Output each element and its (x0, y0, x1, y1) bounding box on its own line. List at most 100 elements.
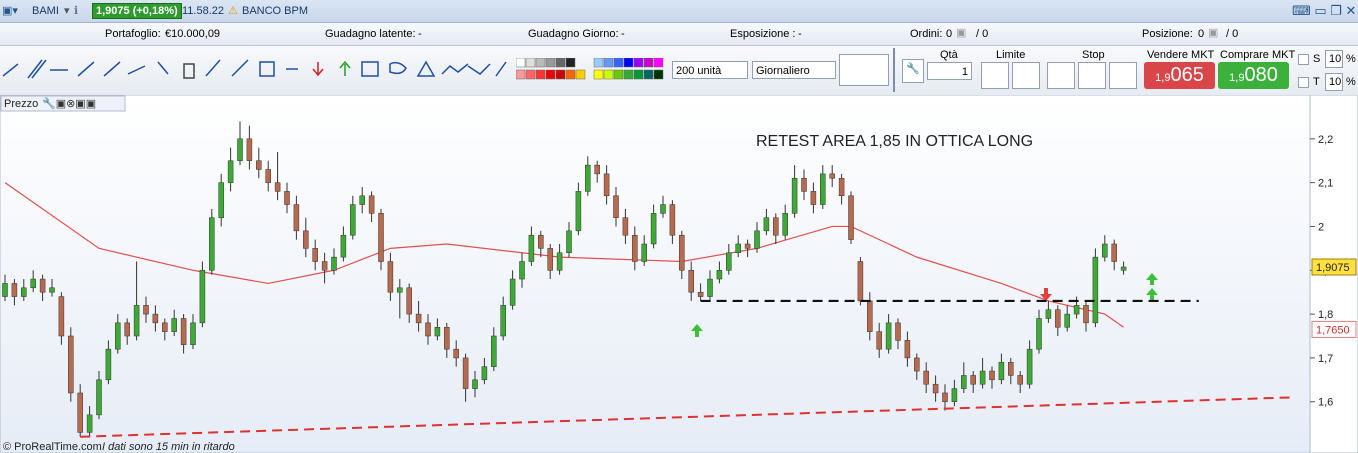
candle-body (303, 230, 309, 249)
orders-label: Ordini: (910, 28, 943, 40)
instrument-name: BANCO BPM (242, 5, 309, 17)
buy-button[interactable]: 1,9080 (1218, 62, 1289, 89)
candle-body (810, 191, 817, 205)
info-icon[interactable]: ℹ (74, 5, 79, 17)
candle-body (885, 322, 892, 350)
candle-body (763, 217, 770, 232)
candle-body (1036, 318, 1042, 350)
candle-body (133, 305, 140, 337)
candle-body (585, 164, 591, 192)
annotation: RETEST AREA 1,85 IN OTTICA LONG (756, 133, 1033, 150)
candle-body (331, 256, 337, 271)
candle-body (115, 322, 121, 350)
candle-body (218, 182, 224, 218)
candle-body (735, 243, 741, 253)
candle-body (970, 375, 976, 385)
exposure-value: - (798, 28, 802, 40)
candle-body (359, 195, 365, 205)
t-checkbox[interactable] (1298, 77, 1309, 88)
exposure-label: Esposizione : (730, 28, 796, 40)
symbol[interactable]: BAMI (32, 5, 59, 17)
quantity-select[interactable]: 200 unità (672, 61, 748, 79)
t-input[interactable]: 10 (1325, 73, 1343, 91)
candle-body (857, 261, 864, 302)
ref-price-box (1311, 320, 1357, 338)
candle-body (481, 366, 488, 381)
window-controls[interactable]: ⌨ ▭ ❐ ✕ (1292, 3, 1357, 18)
candle-body (180, 318, 187, 346)
dropdown[interactable]: ▾ (64, 5, 70, 17)
stop-button-3[interactable] (1109, 62, 1137, 89)
buy-price: 080 (1244, 64, 1278, 86)
panel-label: Prezzo (4, 98, 38, 110)
candle-body (199, 270, 206, 324)
t-unit: % (1346, 76, 1356, 88)
candle-body (246, 138, 253, 161)
orders-total: / 0 (976, 28, 989, 40)
candle-body (632, 234, 638, 262)
price-badge: 1,9075 (+0,18%) (92, 3, 182, 19)
settings-button[interactable]: 🔧 (902, 59, 924, 83)
s-checkbox[interactable] (1298, 54, 1309, 65)
limit-sell-button[interactable] (1012, 62, 1040, 89)
s-input[interactable]: 10 (1325, 50, 1343, 68)
candle-body (961, 375, 967, 389)
stop-button-2[interactable] (1078, 62, 1106, 89)
candle-body (162, 322, 168, 332)
candle-body (829, 173, 835, 179)
buy-prefix: 1,9 (1229, 72, 1245, 84)
limit-label: Limite (996, 49, 1026, 61)
position-icon[interactable]: ▣ (1208, 27, 1219, 39)
candle-body (415, 313, 422, 324)
candle-body (547, 248, 553, 271)
y-tick-label: 1,6 (1318, 397, 1333, 409)
indicator-button[interactable] (839, 54, 889, 86)
latent-value: - (418, 28, 422, 40)
candle-body (209, 217, 215, 271)
candle-body (603, 173, 610, 197)
candle-body (1055, 309, 1061, 328)
candle-body (350, 204, 356, 236)
drawing-tools[interactable] (0, 54, 515, 84)
candle-body (227, 160, 234, 183)
candle-body (838, 178, 845, 197)
candles (2, 121, 1127, 437)
clock: 11.58.22 (182, 5, 225, 17)
candle-body (143, 305, 149, 315)
limit-buy-button[interactable] (981, 62, 1009, 89)
candle-body (171, 318, 177, 332)
candle-body (68, 335, 74, 394)
orders-icon[interactable]: ▣ (956, 27, 967, 39)
day-label: Guadagno Giorno: (528, 28, 619, 40)
sell-button[interactable]: 1,9065 (1144, 62, 1215, 89)
candle-body (321, 261, 328, 271)
candle-body (11, 283, 18, 297)
candle-body (39, 278, 46, 293)
candle-body (284, 191, 290, 205)
tool-icons[interactable] (2, 59, 507, 79)
candle-body (509, 278, 516, 306)
qty-label: Qtà (940, 49, 958, 61)
candle-body (566, 230, 572, 253)
period-select[interactable]: Giornaliero (752, 61, 836, 79)
candle-body (979, 370, 986, 385)
candle-body (820, 173, 826, 205)
ref-price-label: 1,7650 (1316, 324, 1350, 336)
candle-body (190, 322, 196, 346)
color-palette[interactable] (516, 58, 670, 82)
candle-body (895, 322, 901, 341)
candle-body (801, 178, 807, 192)
candle-body (491, 335, 497, 367)
candle-body (951, 388, 958, 402)
y-tick-label: 2,1 (1318, 178, 1333, 190)
candle-body (49, 287, 55, 293)
candle-body (500, 305, 506, 337)
candle-body (782, 213, 788, 236)
panel-icons[interactable]: 🔧▣⊗▣▣ (42, 96, 96, 110)
buy-label: Comprare MKT (1220, 49, 1296, 61)
y-tick-label: 1,7 (1318, 353, 1333, 365)
candle-body (594, 164, 600, 175)
candle-body (1017, 375, 1023, 385)
stop-button-1[interactable] (1047, 62, 1075, 89)
qty-input[interactable]: 1 (927, 62, 972, 80)
